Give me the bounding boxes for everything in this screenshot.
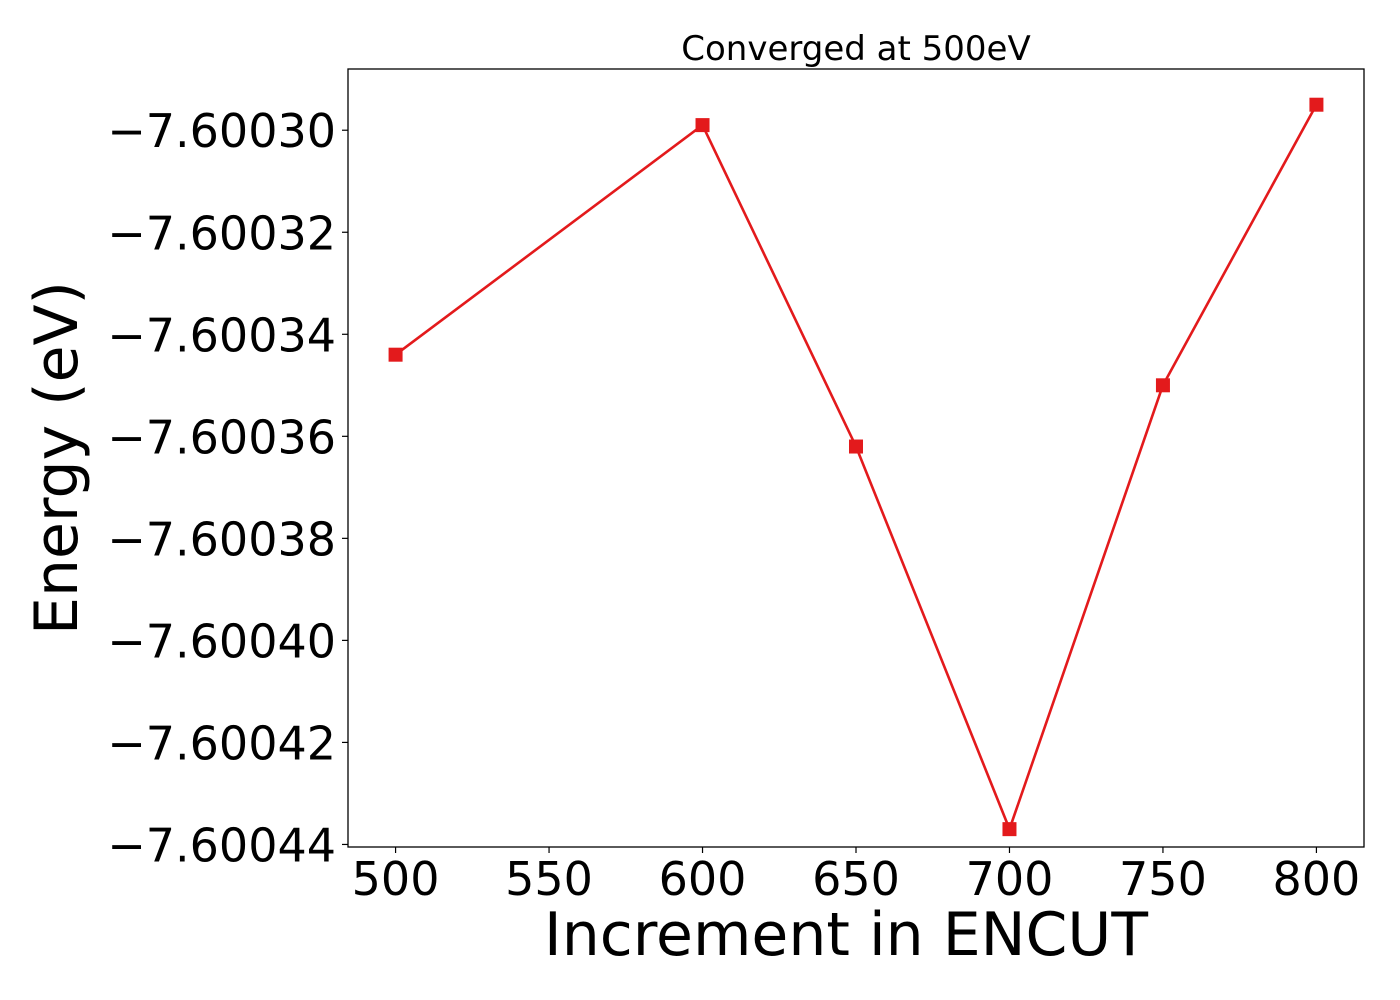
y-tick-label: −7.60032 xyxy=(107,206,336,260)
x-tick-label: 800 xyxy=(1273,852,1361,906)
series-layer xyxy=(388,97,1324,837)
x-tick-label: 650 xyxy=(812,852,900,906)
x-tick-label: 500 xyxy=(352,852,440,906)
y-tick-label: −7.60036 xyxy=(107,410,336,464)
series-line xyxy=(394,104,1318,833)
ticks-layer: 500 550 600 650 700 750 800 −7.60030 −7.60032 −7.… xyxy=(107,104,1360,906)
y-tick-label: −7.60040 xyxy=(107,614,336,668)
data-point-marker xyxy=(1309,97,1324,112)
plot-frame xyxy=(347,68,1365,848)
data-point-marker xyxy=(1002,822,1017,837)
chart-title: Converged at 500eV xyxy=(681,29,1030,69)
data-point-marker xyxy=(849,439,863,454)
x-axis-label: Increment in ENCUT xyxy=(544,900,1148,970)
x-tick-label: 750 xyxy=(1119,852,1207,906)
y-tick-label: −7.60038 xyxy=(107,512,336,566)
y-axis-label: Energy (eV) xyxy=(22,281,92,635)
x-tick-label: 700 xyxy=(966,852,1054,906)
y-tick-label: −7.60034 xyxy=(107,308,336,362)
data-point-marker xyxy=(695,118,710,133)
data-point-marker xyxy=(1155,378,1170,393)
data-point-marker xyxy=(388,347,403,362)
y-tick-label: −7.60042 xyxy=(107,716,336,770)
y-tick-label: −7.60030 xyxy=(107,104,336,158)
x-tick-label: 600 xyxy=(659,852,747,906)
y-tick-label: −7.60044 xyxy=(107,818,336,872)
x-tick-label: 550 xyxy=(505,852,593,906)
